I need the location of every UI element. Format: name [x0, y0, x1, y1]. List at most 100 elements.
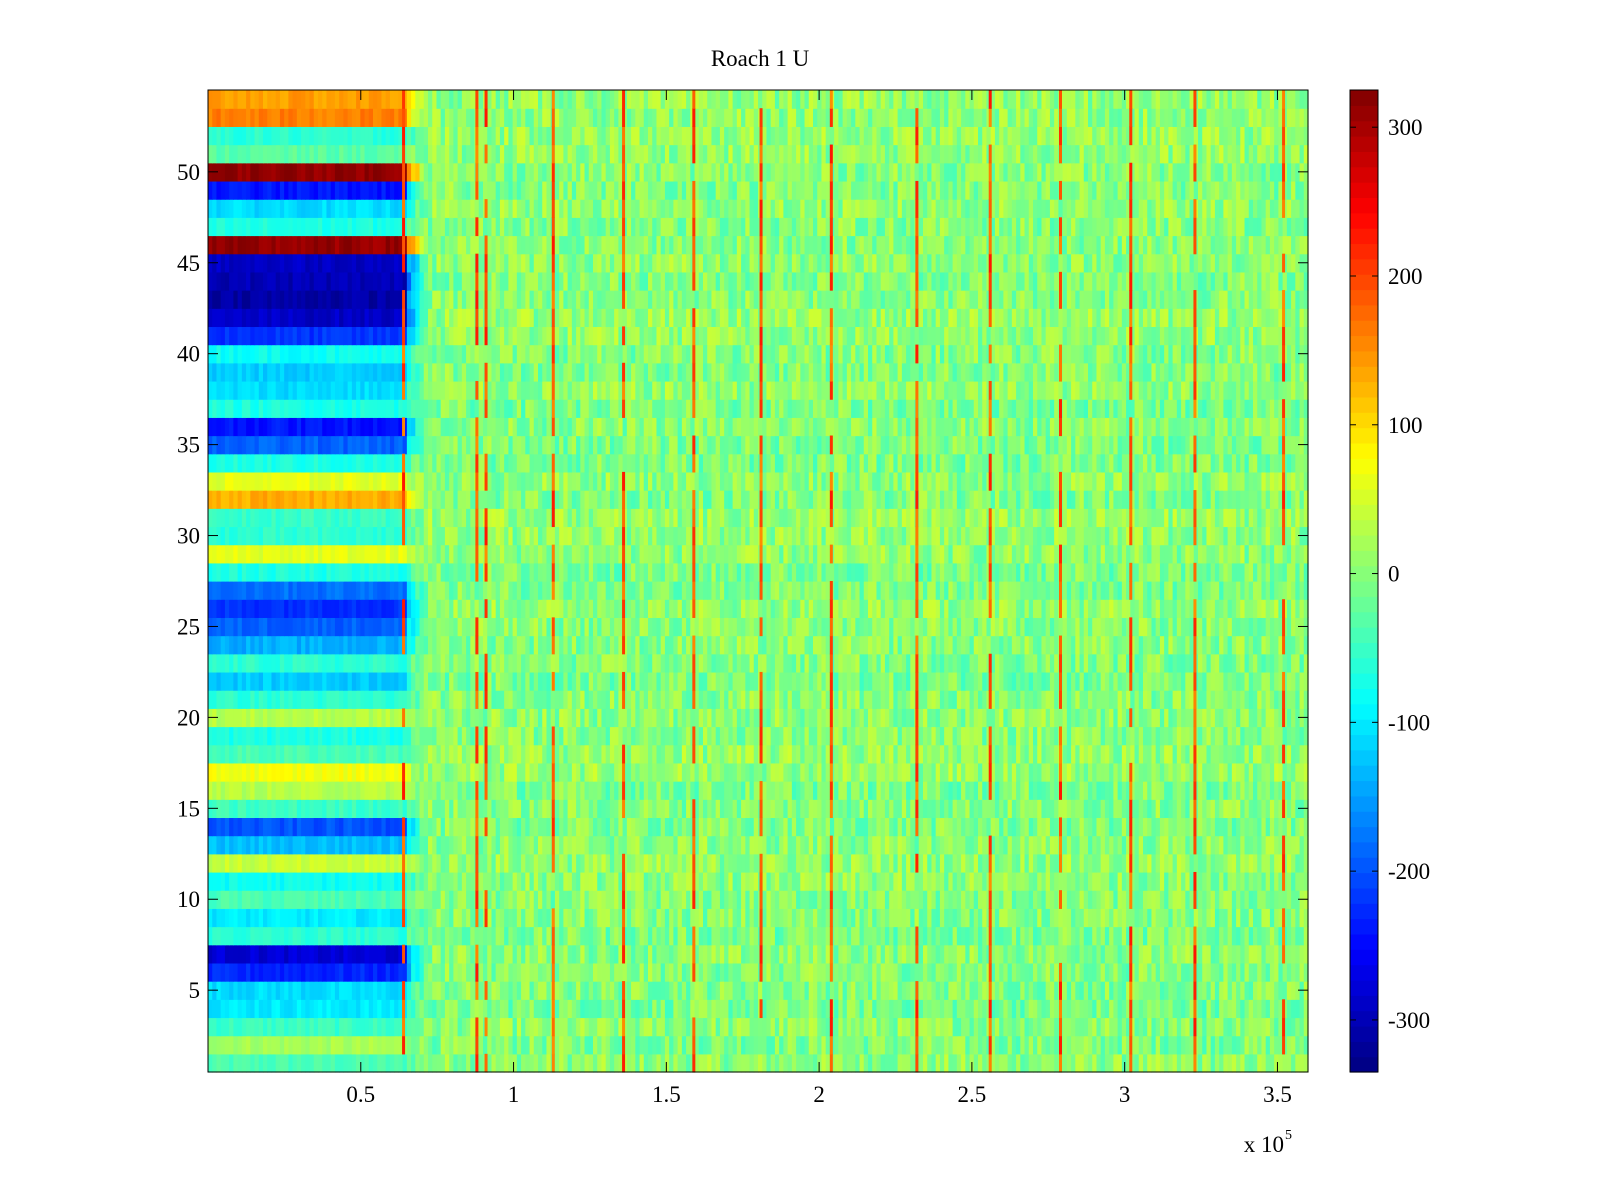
- heatmap-cell: [876, 890, 882, 909]
- heatmap-cell: [428, 926, 433, 946]
- heatmap-cell: [1011, 762, 1017, 782]
- heatmap-cell: [762, 981, 768, 1000]
- heatmap-cell: [1138, 962, 1144, 982]
- heatmap-cell: [571, 1035, 577, 1055]
- heatmap-cell: [1066, 981, 1072, 1000]
- heatmap-cell: [800, 981, 806, 1000]
- heatmap-cell: [961, 908, 966, 928]
- heatmap-cell: [347, 962, 353, 982]
- heatmap-cell: [939, 762, 945, 782]
- heatmap-cell: [584, 817, 590, 837]
- heatmap-cell: [318, 871, 323, 891]
- heatmap-cell: [1278, 926, 1284, 946]
- heatmap-cell: [313, 1053, 319, 1073]
- heatmap-cell: [275, 835, 281, 855]
- heatmap-cell: [389, 762, 395, 782]
- heatmap-cell: [813, 762, 818, 782]
- heatmap-cell: [330, 835, 336, 855]
- heatmap-cell: [880, 908, 886, 928]
- heatmap-cell: [999, 817, 1004, 837]
- heatmap-cell: [813, 871, 818, 891]
- heatmap-cell: [880, 762, 886, 782]
- heatmap-cell: [770, 999, 776, 1019]
- heatmap-cell: [931, 744, 937, 764]
- heatmap-cell: [601, 999, 607, 1019]
- heatmap-cell: [825, 853, 831, 873]
- heatmap-cell: [876, 726, 882, 746]
- heatmap-cell: [1075, 890, 1081, 909]
- heatmap-cell: [1185, 944, 1191, 964]
- heatmap-cell: [495, 1017, 501, 1037]
- heatmap-cell: [428, 1035, 433, 1055]
- heatmap-cell: [1274, 871, 1279, 891]
- heatmap-cell: [1240, 781, 1246, 800]
- heatmap-cell: [1214, 999, 1220, 1019]
- heatmap-cell: [1100, 817, 1106, 837]
- heatmap-cell: [821, 1053, 827, 1073]
- heatmap-cell: [804, 762, 810, 782]
- heatmap-cell: [478, 962, 484, 982]
- heatmap-cell: [969, 853, 975, 873]
- heatmap-cell: [605, 1053, 611, 1073]
- heatmap-cell: [1016, 853, 1021, 873]
- heatmap-cell: [305, 962, 311, 982]
- heatmap-cell: [593, 926, 598, 946]
- heatmap-cell: [504, 1035, 509, 1055]
- heatmap-cell: [749, 1035, 755, 1055]
- heatmap-cell: [609, 1053, 615, 1073]
- heatmap-cell: [753, 890, 759, 909]
- heatmap-cell: [1185, 799, 1191, 819]
- heatmap-cell: [631, 1017, 636, 1037]
- heatmap-cell: [318, 781, 323, 800]
- heatmap-cell: [1126, 817, 1131, 837]
- heatmap-cell: [246, 908, 251, 928]
- heatmap-cell: [279, 835, 285, 855]
- heatmap-cell: [609, 762, 615, 782]
- heatmap-cell: [351, 890, 357, 909]
- heatmap-cell: [673, 908, 679, 928]
- heatmap-cell: [859, 926, 865, 946]
- heatmap-cell: [1096, 744, 1102, 764]
- heatmap-cell: [364, 781, 370, 800]
- heatmap-cell: [923, 981, 928, 1000]
- heatmap-cell: [884, 1053, 890, 1073]
- heatmap-cell: [1223, 853, 1229, 873]
- heatmap-cell: [516, 944, 522, 964]
- heatmap-cell: [478, 871, 484, 891]
- heatmap-cell: [580, 799, 586, 819]
- heatmap-cell: [770, 799, 776, 819]
- heatmap-cell: [643, 1053, 649, 1073]
- heatmap-cell: [973, 871, 979, 891]
- heatmap-cell: [982, 799, 988, 819]
- heatmap-cell: [923, 762, 928, 782]
- heatmap-cell: [250, 781, 256, 800]
- heatmap-cell: [910, 817, 916, 837]
- heatmap-cell: [1045, 981, 1051, 1000]
- heatmap-cell: [288, 981, 294, 1000]
- heatmap-cell: [669, 799, 674, 819]
- heatmap-cell: [567, 981, 573, 1000]
- heatmap-cell: [753, 981, 759, 1000]
- heatmap-cell: [1028, 981, 1034, 1000]
- heatmap-cell: [1092, 1035, 1098, 1055]
- heatmap-cell: [504, 817, 509, 837]
- heatmap-cell: [825, 817, 831, 837]
- heatmap-cell: [1054, 799, 1059, 819]
- heatmap-cell: [487, 890, 493, 909]
- heatmap-cell: [440, 871, 446, 891]
- heatmap-cell: [250, 999, 256, 1019]
- heatmap-cell: [1295, 1053, 1301, 1073]
- heatmap-cell: [246, 762, 251, 782]
- heatmap-cell: [216, 890, 222, 909]
- heatmap-cell: [229, 853, 234, 873]
- heatmap-cell: [593, 762, 598, 782]
- heatmap-cell: [698, 908, 704, 928]
- heatmap-cell: [1240, 1017, 1246, 1037]
- heatmap-cell: [432, 853, 438, 873]
- heatmap-cell: [1193, 908, 1199, 928]
- heatmap-cell: [1033, 799, 1038, 819]
- heatmap-cell: [233, 890, 239, 909]
- heatmap-cell: [825, 726, 831, 746]
- heatmap-cell: [1286, 726, 1292, 746]
- heatmap-cell: [208, 999, 213, 1019]
